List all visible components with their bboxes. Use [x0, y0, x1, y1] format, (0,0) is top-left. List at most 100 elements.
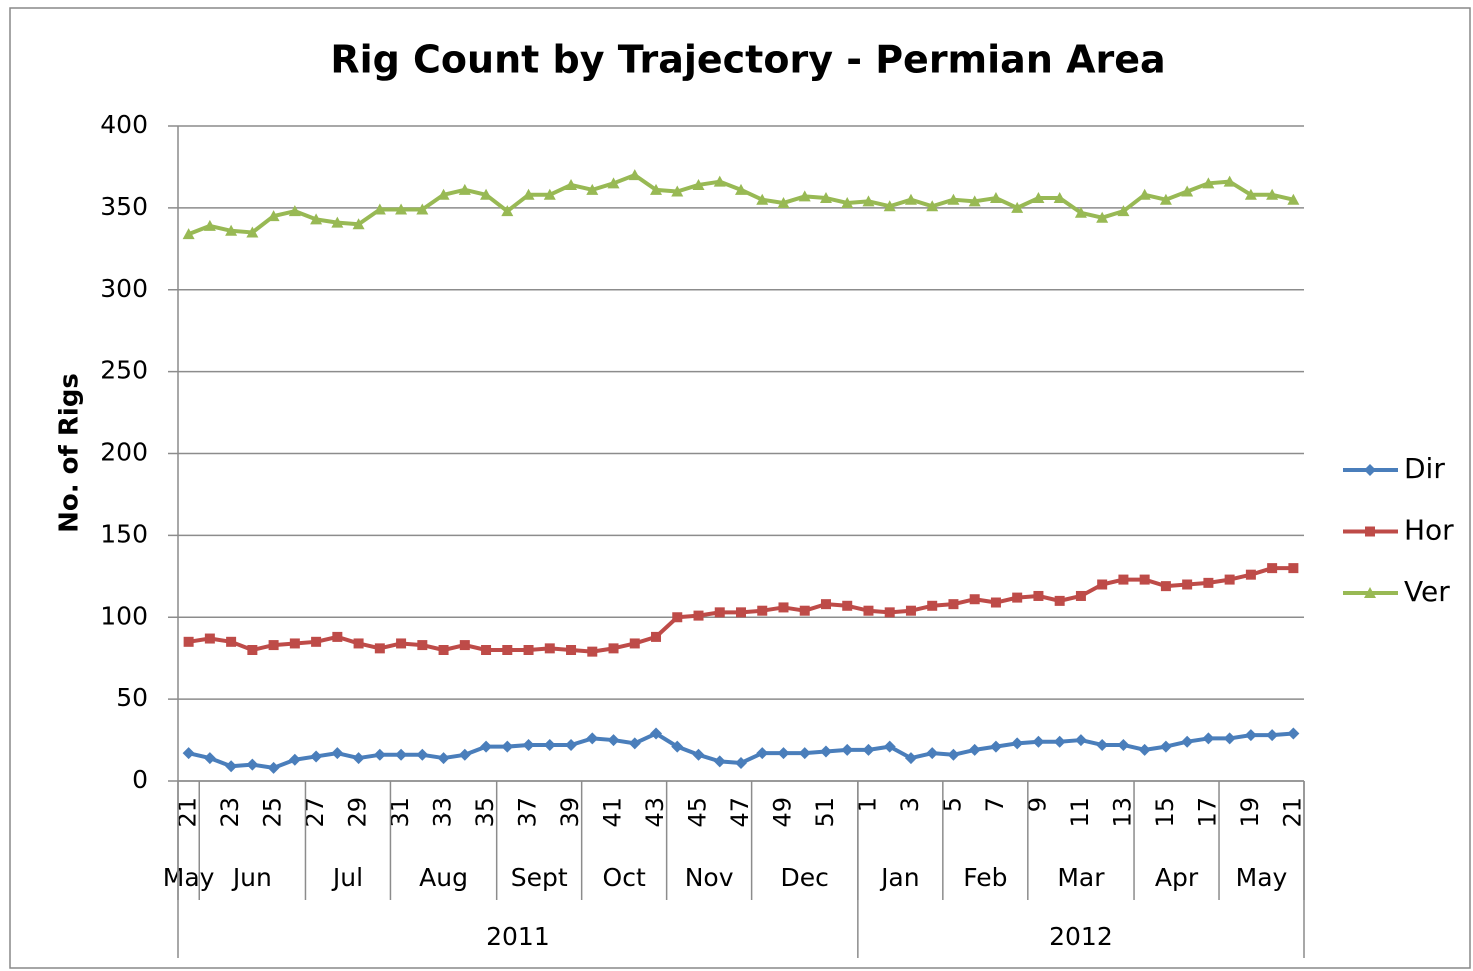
- point: [586, 183, 599, 195]
- point: [904, 193, 917, 205]
- point: [672, 612, 683, 623]
- point: [1266, 729, 1279, 742]
- point: [883, 740, 896, 753]
- point: [587, 646, 598, 657]
- point: [989, 192, 1002, 204]
- point: [396, 638, 407, 649]
- point: [1053, 192, 1066, 204]
- x-tick-label: 15: [1151, 797, 1179, 828]
- point: [1244, 188, 1257, 200]
- point: [1011, 737, 1024, 750]
- point: [1224, 574, 1235, 585]
- point: [204, 633, 215, 644]
- point: [1223, 732, 1236, 745]
- point: [1117, 738, 1130, 751]
- point: [607, 734, 620, 747]
- legend-label: Ver: [1404, 575, 1450, 608]
- point: [522, 738, 535, 751]
- point: [438, 645, 449, 655]
- point: [1033, 590, 1044, 601]
- y-tick-label: 400: [100, 110, 148, 139]
- point: [798, 190, 811, 202]
- point: [1118, 574, 1129, 585]
- point: [373, 748, 386, 761]
- point: [820, 599, 831, 610]
- point: [968, 195, 981, 207]
- point: [566, 645, 577, 655]
- point: [947, 748, 960, 761]
- month-label: Apr: [1155, 863, 1199, 892]
- month-label: Nov: [685, 863, 734, 892]
- point: [1288, 563, 1299, 574]
- point: [947, 193, 960, 205]
- point: [352, 752, 365, 765]
- point: [288, 753, 301, 766]
- point: [1223, 175, 1236, 187]
- point: [1096, 211, 1109, 223]
- point: [862, 743, 875, 756]
- point: [310, 213, 323, 225]
- month-label: Jul: [331, 863, 363, 892]
- point: [182, 228, 195, 240]
- point: [331, 216, 344, 228]
- point: [1032, 735, 1045, 748]
- point: [268, 640, 279, 651]
- point: [884, 607, 895, 618]
- point: [182, 747, 195, 760]
- point: [543, 188, 556, 200]
- point: [1181, 185, 1194, 197]
- point: [523, 645, 534, 655]
- point: [395, 203, 408, 215]
- point: [502, 645, 513, 655]
- year-label: 2012: [1049, 922, 1113, 951]
- point: [905, 605, 916, 616]
- point: [819, 192, 832, 204]
- point: [267, 210, 280, 222]
- x-tick-label: 49: [768, 797, 796, 828]
- year-label: 2011: [486, 922, 550, 951]
- x-tick-label: 33: [429, 797, 457, 828]
- x-tick-label: 51: [811, 797, 839, 828]
- chart-title: Rig Count by Trajectory - Permian Area: [330, 38, 1165, 82]
- point: [693, 610, 704, 621]
- point: [1364, 464, 1376, 476]
- point: [1203, 577, 1214, 588]
- point: [628, 737, 641, 750]
- y-tick-label: 350: [100, 192, 148, 221]
- point: [628, 169, 641, 181]
- point: [1097, 579, 1108, 590]
- point: [926, 200, 939, 212]
- point: [692, 748, 705, 761]
- point: [1074, 206, 1087, 218]
- x-tick-label: 3: [896, 797, 924, 812]
- point: [481, 645, 492, 655]
- point: [416, 203, 429, 215]
- point: [883, 200, 896, 212]
- point: [671, 740, 684, 753]
- point: [417, 640, 428, 651]
- point: [565, 178, 578, 190]
- point: [989, 740, 1002, 753]
- y-tick-label: 0: [132, 765, 148, 794]
- point: [565, 738, 578, 751]
- point: [1159, 740, 1172, 753]
- point: [288, 205, 301, 217]
- point: [395, 748, 408, 761]
- point: [608, 643, 619, 654]
- point: [246, 226, 259, 238]
- y-tick-label: 200: [100, 438, 148, 467]
- point: [586, 732, 599, 745]
- point: [651, 631, 662, 642]
- point: [267, 761, 280, 774]
- point: [522, 188, 535, 200]
- point: [416, 748, 429, 761]
- point: [863, 605, 874, 616]
- point: [1011, 201, 1024, 213]
- point: [735, 183, 747, 195]
- point: [437, 188, 450, 200]
- point: [480, 740, 493, 753]
- point: [798, 747, 811, 760]
- point: [736, 607, 746, 618]
- point: [352, 218, 365, 230]
